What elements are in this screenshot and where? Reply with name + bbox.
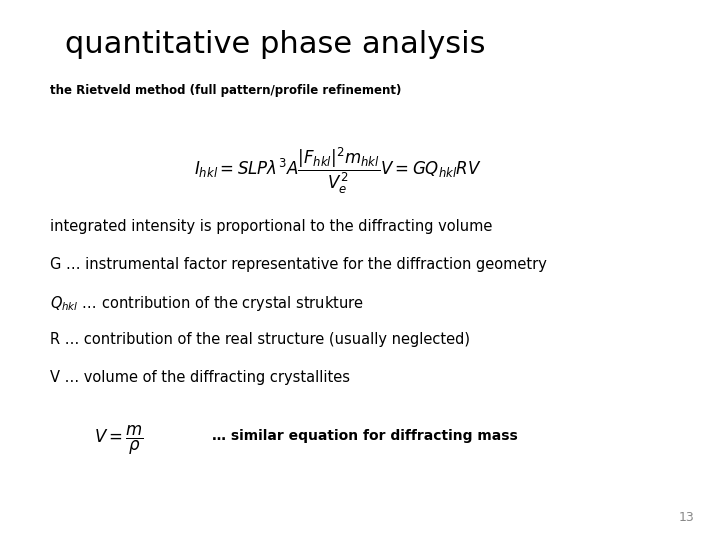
Text: R … contribution of the real structure (usually neglected): R … contribution of the real structure (… [50,332,470,347]
Text: $V = \dfrac{m}{\rho}$: $V = \dfrac{m}{\rho}$ [94,424,144,457]
Text: $I_{hkl} = SLP\lambda^3 A\dfrac{|F_{hkl}|^2 m_{hkl}}{V_e^2} V = GQ_{hkl}RV$: $I_{hkl} = SLP\lambda^3 A\dfrac{|F_{hkl}… [194,146,482,196]
Text: $Q_{hkl}$ … contribution of the crystal strukture: $Q_{hkl}$ … contribution of the crystal … [50,294,364,313]
Text: quantitative phase analysis: quantitative phase analysis [65,30,485,59]
Text: G … instrumental factor representative for the diffraction geometry: G … instrumental factor representative f… [50,256,547,272]
Text: integrated intensity is proportional to the diffracting volume: integrated intensity is proportional to … [50,219,492,234]
Text: V … volume of the diffracting crystallites: V … volume of the diffracting crystallit… [50,370,351,385]
Text: 13: 13 [679,511,695,524]
Text: the Rietveld method (full pattern/profile refinement): the Rietveld method (full pattern/profil… [50,84,402,97]
Text: … similar equation for diffracting mass: … similar equation for diffracting mass [212,429,518,443]
